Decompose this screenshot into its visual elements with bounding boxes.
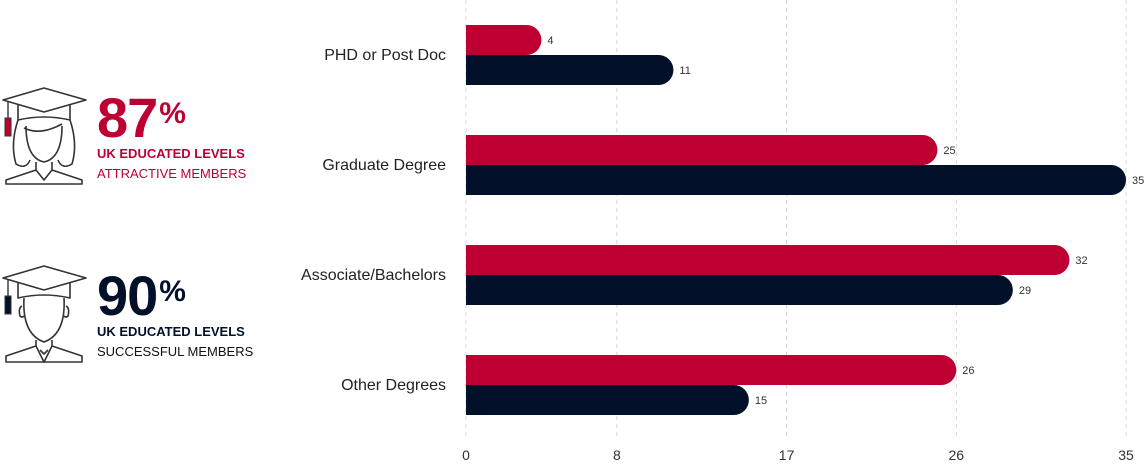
stat-successful: 90% UK EDUCATED LEVELS SUCCESSFUL MEMBER… [0,262,300,382]
stat-attractive: 87% UK EDUCATED LEVELS ATTRACTIVE MEMBER… [0,84,300,204]
stat-label-secondary: ATTRACTIVE MEMBERS [97,166,247,181]
percent-value: 87% [97,86,186,149]
data-label: 15 [755,395,767,407]
x-tick-label: 35 [1118,447,1134,463]
category-label: Associate/Bachelors [301,267,446,284]
data-label: 29 [1019,285,1031,297]
stat-label-primary: UK EDUCATED LEVELS [97,146,245,161]
bar [466,135,938,165]
bar [466,55,674,86]
data-label: 25 [943,145,955,157]
bar [466,25,542,55]
x-tick-label: 8 [613,447,621,463]
stat-label-primary: UK EDUCATED LEVELS [97,324,245,339]
data-label: 11 [679,65,690,77]
bar [466,275,1013,305]
data-label: 4 [547,35,553,47]
bar [466,385,749,415]
data-label: 35 [1132,175,1144,187]
category-label: Other Degrees [341,377,446,394]
bar [466,355,957,385]
x-tick-label: 0 [462,447,470,463]
x-tick-label: 26 [948,447,964,463]
female-graduate-icon [2,87,87,185]
bar [466,245,1070,275]
x-tick-label: 17 [779,447,795,463]
category-label: PHD or Post Doc [324,47,446,64]
percent-value: 90% [97,264,186,327]
data-label: 26 [962,365,974,377]
category-label: Graduate Degree [322,157,446,174]
bar [466,165,1126,195]
male-graduate-icon [2,265,87,363]
stat-label-secondary: SUCCESSFUL MEMBERS [97,344,254,359]
data-label: 32 [1075,255,1087,267]
